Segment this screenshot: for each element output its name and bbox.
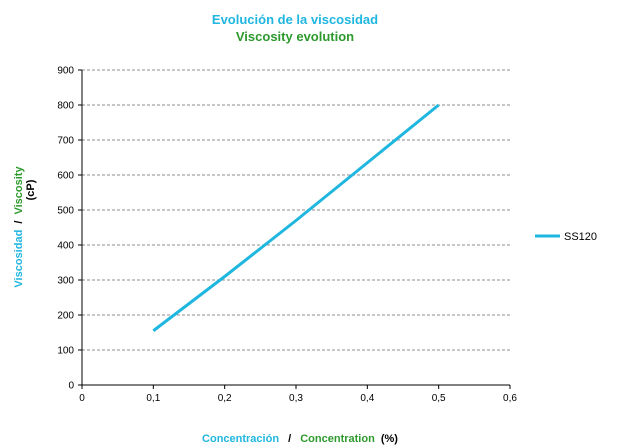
chart-title: Evolución de la viscosidad [211, 12, 379, 27]
series-line-ss120 [152, 103, 440, 332]
y-axis-label-en: Viscosity [13, 166, 25, 215]
x-tick-label: 0,5 [432, 393, 446, 404]
y-axis-label: Viscosidad / Viscosity [13, 166, 25, 288]
x-tick-label: 0,2 [218, 393, 232, 404]
y-tick-label: 900 [57, 66, 74, 77]
x-tick-label: 0,4 [360, 393, 374, 404]
y-tick-label: 300 [57, 276, 74, 287]
y-tick-label: 700 [57, 136, 74, 147]
x-axis-label: Concentración / Concentration (%) [202, 433, 398, 445]
x-tick-label: 0,3 [289, 393, 303, 404]
y-tick-label: 200 [57, 311, 74, 322]
x-axis-label-sep: / [288, 433, 291, 445]
y-axis-label-es: Viscosidad [13, 230, 25, 288]
x-tick-label: 0,1 [146, 393, 160, 404]
y-tick-label: 600 [57, 171, 74, 182]
y-tick-label: 100 [57, 346, 74, 357]
y-axis-label-sep: / [13, 221, 25, 224]
x-tick-label: 0,6 [503, 393, 517, 404]
y-tick-label: 800 [57, 101, 74, 112]
y-tick-label: 400 [57, 241, 74, 252]
y-tick-label: 500 [57, 206, 74, 217]
x-axis-label-unit: (%) [381, 433, 398, 445]
x-axis-label-en: Concentration [300, 433, 375, 445]
legend: SS120 [535, 231, 597, 243]
x-tick-label: 0 [79, 393, 85, 404]
x-axis-label-es: Concentración [202, 433, 279, 445]
chart-subtitle: Viscosity evolution [235, 29, 355, 44]
y-tick-label: 0 [68, 381, 74, 392]
legend-label-ss120: SS120 [564, 231, 597, 243]
y-axis-unit: (cP) [25, 179, 37, 200]
